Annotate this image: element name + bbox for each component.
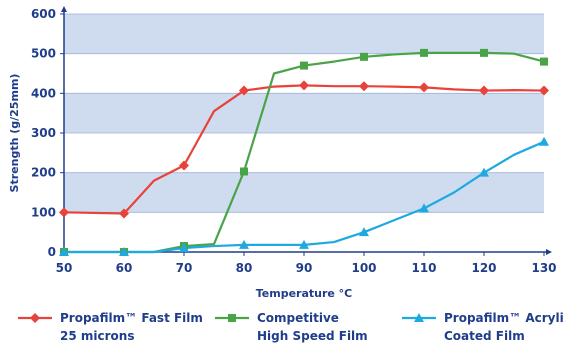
y-tick-label: 300: [31, 126, 56, 140]
grid-band: [64, 133, 544, 173]
series-3-point: [299, 239, 309, 249]
legend-label: Coated Film: [444, 329, 525, 343]
legend-label: High Speed Film: [257, 329, 368, 343]
series-2-point: [480, 48, 488, 57]
series-line-1: [63, 84, 545, 215]
x-tick-label: 60: [116, 261, 133, 275]
series-3-point: [419, 203, 429, 213]
series-1-point: [419, 82, 429, 93]
y-tick-label: 400: [31, 86, 56, 100]
x-tick-label: 130: [531, 261, 556, 275]
legend-label: Competitive: [257, 311, 339, 325]
series-lines: [63, 51, 545, 254]
grid-band: [64, 93, 544, 133]
legend-item-3: Propafilm™ Acrylic Coated Film: [402, 311, 564, 343]
y-tick-label: 200: [31, 166, 56, 180]
y-axis-title: Strength (g/25mm): [8, 74, 21, 193]
legend-label: Propafilm™ Acrylic: [444, 311, 564, 325]
x-axis-arrow: [546, 249, 552, 255]
x-tick-label: 50: [56, 261, 73, 275]
legend-label: Propafilm™ Fast Film: [60, 311, 203, 325]
legend-item-1: Propafilm™ Fast Film 25 microns: [18, 311, 203, 343]
y-tick-label: 500: [31, 47, 56, 61]
y-tick-label: 600: [31, 7, 56, 21]
x-tick-label: 90: [296, 261, 313, 275]
series-1-point: [179, 160, 189, 171]
series-3-point: [539, 136, 549, 146]
x-tick-label: 80: [236, 261, 253, 275]
series-3-point: [179, 243, 189, 253]
series-3-point: [359, 227, 369, 237]
series-2-point: [240, 167, 248, 176]
legend-swatch-marker: [414, 313, 424, 322]
grid-band: [64, 172, 544, 213]
series-3-point: [59, 247, 69, 256]
legend-label: 25 microns: [60, 329, 134, 343]
x-axis-title: Temperature °C: [256, 287, 353, 300]
x-tick-label: 110: [411, 261, 436, 275]
y-tick-label: 100: [31, 205, 56, 219]
grid-bands: [64, 13, 544, 253]
series-1-point: [119, 208, 129, 219]
x-tick-label: 120: [471, 261, 496, 275]
series-1-point: [239, 85, 249, 96]
legend: Propafilm™ Fast Film 25 microns Competitiv…: [18, 311, 564, 343]
series-2-point: [420, 48, 428, 57]
series-2-point: [300, 61, 308, 70]
legend-swatch-marker: [228, 314, 236, 322]
series-1-point: [59, 207, 69, 218]
x-tick-label: 70: [176, 261, 193, 275]
legend-swatch-marker: [30, 313, 40, 323]
y-tick-labels: 0 100 200 300 400 500 600: [31, 7, 56, 259]
y-axis-arrow: [61, 6, 67, 12]
series-markers: [59, 48, 549, 256]
series-1-point: [539, 85, 549, 96]
series-3-point: [479, 167, 489, 177]
series-2-point: [540, 57, 548, 66]
series-1-point: [359, 81, 369, 92]
grid-band: [64, 14, 544, 54]
series-3-point: [119, 247, 129, 256]
x-tick-labels: 50 60 70 80 90 100 110 120 130: [56, 261, 557, 275]
series-line-3: [64, 140, 545, 254]
series-1-point: [479, 85, 489, 96]
series-3-point: [239, 239, 249, 249]
x-tick-label: 100: [351, 261, 376, 275]
y-tick-label: 0: [48, 245, 56, 259]
legend-item-2: Competitive High Speed Film: [215, 311, 368, 343]
series-1-point: [299, 80, 309, 91]
series-2-point: [360, 52, 368, 61]
